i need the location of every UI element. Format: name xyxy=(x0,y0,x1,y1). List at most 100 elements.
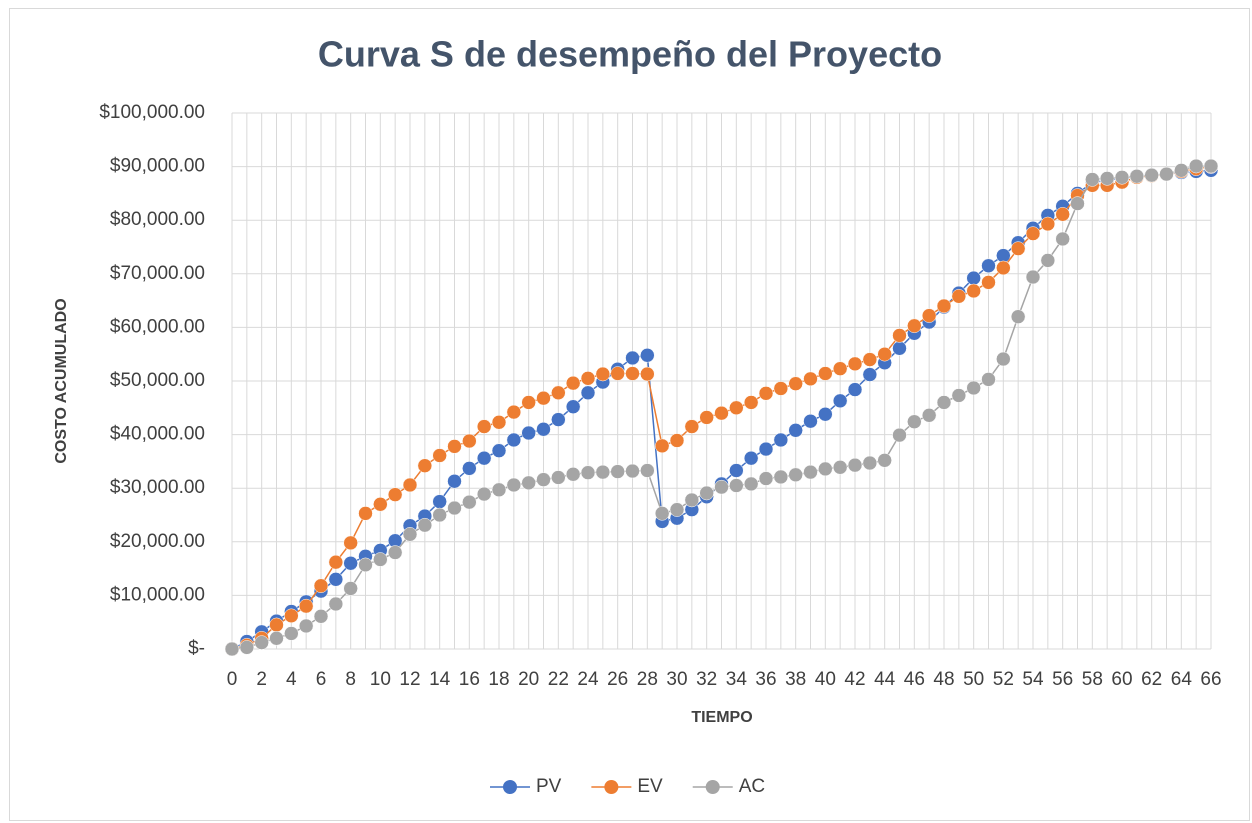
data-point xyxy=(625,463,640,479)
data-point xyxy=(832,393,848,409)
x-tick-label: 14 xyxy=(429,669,451,690)
data-point xyxy=(773,469,789,485)
data-point xyxy=(729,400,744,416)
y-axis-title: COSTO ACUMULADO xyxy=(53,298,70,463)
data-point xyxy=(966,270,981,286)
data-point xyxy=(699,485,714,501)
data-point xyxy=(640,463,655,478)
x-tick-label: 50 xyxy=(963,669,984,690)
data-point xyxy=(506,404,522,420)
y-tick-label: $10,000.00 xyxy=(110,584,205,605)
data-point xyxy=(684,492,700,508)
data-point xyxy=(877,346,892,362)
data-point xyxy=(284,608,299,624)
x-tick-label: 2 xyxy=(256,669,267,690)
data-point xyxy=(803,413,818,429)
data-point xyxy=(921,408,937,423)
data-point xyxy=(936,395,952,410)
y-tick-label: $80,000.00 xyxy=(110,209,205,230)
data-point xyxy=(387,545,403,560)
data-point xyxy=(758,386,774,401)
x-tick-label: 0 xyxy=(227,669,238,690)
x-tick-label: 4 xyxy=(286,669,297,690)
data-point xyxy=(595,366,611,382)
data-point xyxy=(847,457,863,473)
data-point xyxy=(1010,309,1026,324)
data-point xyxy=(729,478,744,493)
data-point xyxy=(476,419,492,434)
x-tick-label: 24 xyxy=(577,669,599,690)
data-point xyxy=(862,352,878,367)
data-point xyxy=(729,463,744,478)
data-point xyxy=(892,427,907,443)
x-tick-label: 46 xyxy=(904,669,925,690)
data-point xyxy=(239,640,255,655)
data-point xyxy=(818,406,833,422)
data-point xyxy=(343,581,358,596)
data-point xyxy=(298,618,314,634)
y-tick-label: $40,000.00 xyxy=(110,424,205,445)
data-point xyxy=(921,308,937,323)
data-point xyxy=(996,260,1011,276)
data-point xyxy=(462,494,477,510)
data-point xyxy=(669,433,685,448)
legend-marker xyxy=(604,780,619,794)
x-tick-label: 12 xyxy=(399,669,420,690)
x-tick-label: 66 xyxy=(1200,669,1221,690)
x-tick-label: 36 xyxy=(755,669,776,690)
data-point xyxy=(625,350,640,366)
data-point xyxy=(907,318,922,334)
data-point xyxy=(788,467,803,483)
y-tick-label: $90,000.00 xyxy=(110,156,205,177)
data-point xyxy=(832,361,848,376)
data-point xyxy=(358,557,373,573)
y-tick-label: $100,000.00 xyxy=(99,102,205,123)
x-tick-label: 64 xyxy=(1171,669,1193,690)
y-tick-label: $70,000.00 xyxy=(110,263,205,284)
data-point xyxy=(1085,172,1100,187)
x-tick-label: 16 xyxy=(459,669,480,690)
x-tick-label: 38 xyxy=(785,669,806,690)
data-point xyxy=(536,421,551,437)
data-point xyxy=(743,476,759,492)
data-point xyxy=(536,472,551,487)
data-point xyxy=(298,598,314,614)
data-point xyxy=(892,341,907,356)
data-point xyxy=(847,382,863,397)
data-point xyxy=(565,375,581,391)
data-point xyxy=(269,631,284,646)
data-point xyxy=(476,450,492,466)
data-point xyxy=(847,356,863,372)
data-point xyxy=(1055,231,1070,247)
x-tick-label: 58 xyxy=(1082,669,1103,690)
data-point xyxy=(907,414,922,429)
data-point xyxy=(551,470,566,485)
data-point xyxy=(773,381,789,396)
data-point xyxy=(432,448,447,463)
x-tick-label: 30 xyxy=(666,669,687,690)
data-point xyxy=(758,441,774,457)
data-point xyxy=(462,433,477,449)
y-tick-label: $50,000.00 xyxy=(110,370,205,391)
x-tick-label: 32 xyxy=(696,669,717,690)
data-point xyxy=(462,461,477,476)
x-tick-label: 10 xyxy=(370,669,391,690)
legend-label: AC xyxy=(739,776,765,797)
data-point xyxy=(536,390,551,406)
data-point xyxy=(1025,269,1041,285)
data-point xyxy=(432,494,447,509)
x-tick-label: 34 xyxy=(726,669,748,690)
data-point xyxy=(981,275,996,290)
x-tick-label: 62 xyxy=(1141,669,1162,690)
legend-label: PV xyxy=(536,776,562,797)
data-point xyxy=(343,535,358,551)
data-point xyxy=(491,443,507,458)
data-point xyxy=(669,502,685,517)
data-point xyxy=(476,486,492,502)
data-point xyxy=(1040,253,1056,268)
data-point xyxy=(1025,226,1041,241)
data-point xyxy=(610,464,625,479)
data-point xyxy=(877,453,892,468)
data-point xyxy=(595,464,611,480)
